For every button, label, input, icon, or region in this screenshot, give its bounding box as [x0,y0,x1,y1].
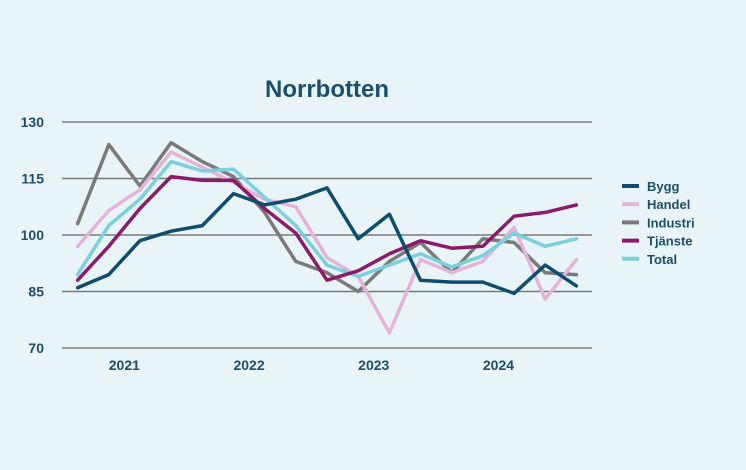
series-lines [75,140,579,335]
x-tick-label: 2021 [109,357,140,373]
y-tick-label: 130 [21,114,45,130]
legend-label: Handel [647,197,690,212]
series-line-bygg [75,186,579,296]
legend-label: Bygg [647,179,680,194]
legend: Bygg Handel Industri Tjänste Total [622,179,695,267]
y-tick-labels: 70 85 100 115 130 [21,114,45,356]
chart-title: Norrbotten [265,76,389,103]
y-tick-label: 115 [21,171,44,187]
legend-label: Tjänste [647,234,693,249]
x-tick-label: 2024 [483,357,514,373]
legend-label: Industri [647,215,695,230]
legend-label: Total [647,252,677,267]
series-line-tj-nste [75,174,579,282]
y-tick-label: 100 [21,227,45,243]
series-line-industri [75,140,579,294]
series-line-total [75,159,579,279]
y-tick-label: 85 [28,284,44,300]
x-tick-label: 2022 [233,357,264,373]
x-tick-label: 2023 [358,357,389,373]
y-tick-label: 70 [28,340,44,356]
x-tick-labels: 2021 2022 2023 2024 [109,357,514,373]
